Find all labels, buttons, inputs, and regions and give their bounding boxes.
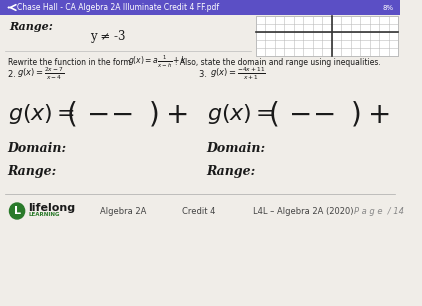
- Text: Algebra 2A: Algebra 2A: [100, 207, 146, 215]
- Text: $g(x) = \frac{2x-7}{x-4}$: $g(x) = \frac{2x-7}{x-4}$: [17, 66, 64, 82]
- Text: Range:: Range:: [9, 21, 53, 32]
- Text: $($ $-\!-$ $)+$: $($ $-\!-$ $)+$: [268, 99, 390, 129]
- FancyBboxPatch shape: [256, 16, 398, 56]
- Text: $g(x) = a\frac{1}{x-h} + k$: $g(x) = a\frac{1}{x-h} + k$: [128, 54, 187, 70]
- Text: lifelong: lifelong: [28, 203, 76, 213]
- Text: . Also, state the domain and range using inequalities.: . Also, state the domain and range using…: [175, 58, 381, 66]
- Text: Range:: Range:: [207, 165, 256, 177]
- Text: $($ $-\!-$ $)+$: $($ $-\!-$ $)+$: [66, 99, 188, 129]
- Text: y ≠ -3: y ≠ -3: [90, 29, 125, 43]
- Text: 3.: 3.: [199, 69, 212, 79]
- Text: $g(x)=$: $g(x)=$: [8, 102, 75, 126]
- Text: L: L: [14, 206, 21, 216]
- Circle shape: [9, 203, 24, 219]
- Text: 2.: 2.: [8, 69, 21, 79]
- Text: Domain:: Domain:: [8, 141, 67, 155]
- Text: $g(x) = \frac{-4x+11}{x+1}$: $g(x) = \frac{-4x+11}{x+1}$: [211, 66, 266, 82]
- Text: $g(x)=$: $g(x)=$: [207, 102, 274, 126]
- Text: Rewrite the function in the form: Rewrite the function in the form: [8, 58, 133, 66]
- FancyBboxPatch shape: [0, 0, 400, 15]
- Text: L4L – Algebra 2A (2020): L4L – Algebra 2A (2020): [253, 207, 354, 215]
- Text: Domain:: Domain:: [207, 141, 266, 155]
- Text: LEARNING: LEARNING: [28, 212, 60, 218]
- Text: P a g e  / 14: P a g e / 14: [354, 207, 404, 215]
- Text: Credit 4: Credit 4: [182, 207, 216, 215]
- Text: 8%: 8%: [382, 5, 393, 10]
- Text: Range:: Range:: [8, 165, 57, 177]
- Text: Chase Hall - CA Algebra 2A Illuminate Credit 4 FF.pdf: Chase Hall - CA Algebra 2A Illuminate Cr…: [17, 3, 219, 12]
